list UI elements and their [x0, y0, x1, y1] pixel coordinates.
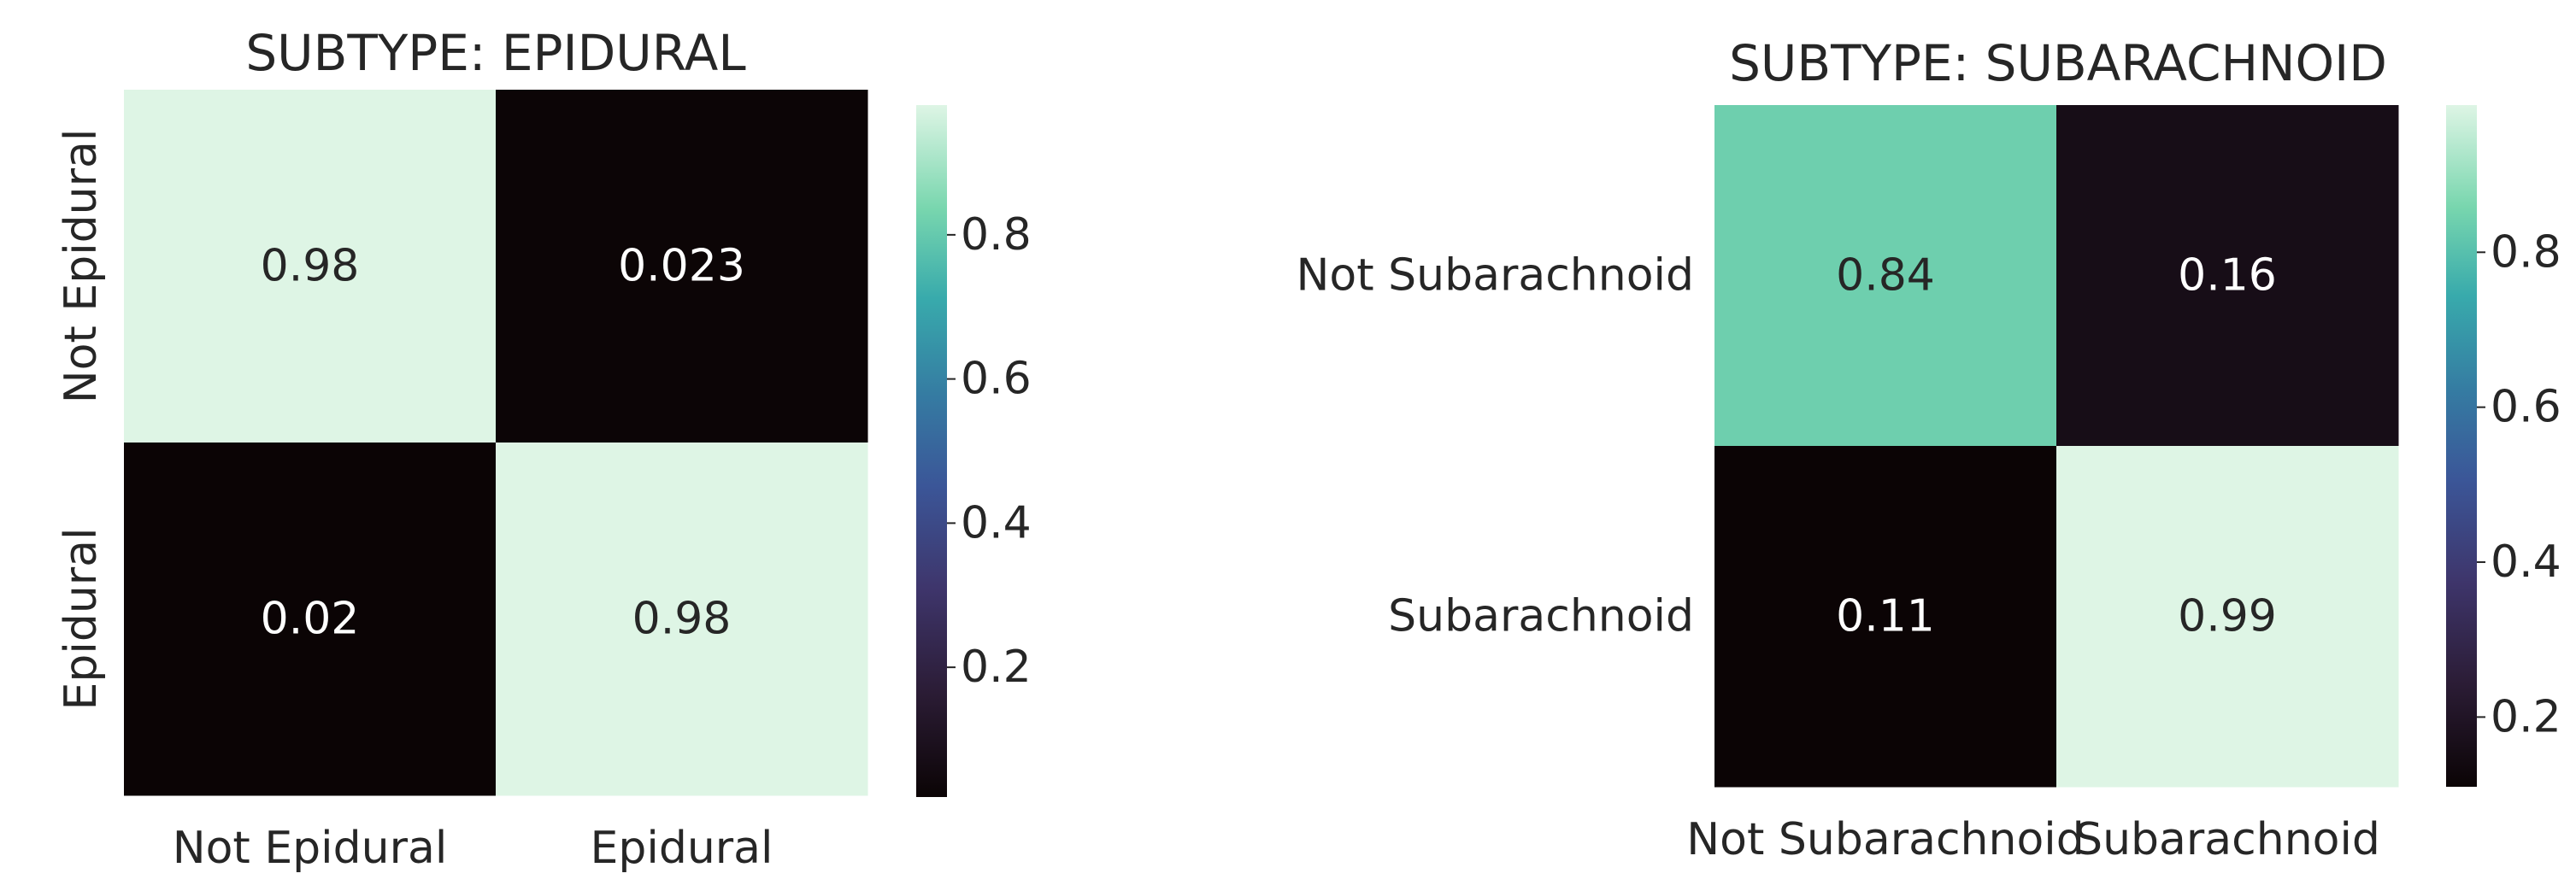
row-tick-label: Epidural	[56, 528, 107, 711]
heatmap-cell	[124, 443, 497, 796]
chart-title: SUBTYPE: EPIDURAL	[245, 24, 745, 82]
colorbar-tick-label: 0.4	[2491, 536, 2561, 588]
colorbar-tick-label: 0.6	[961, 354, 1032, 405]
colorbar-tick-label: 0.2	[961, 642, 1032, 693]
cell-value-label: 0.023	[618, 241, 745, 292]
colorbar-gradient	[916, 105, 947, 797]
heatmap-cell	[124, 90, 497, 443]
cell-value-label: 0.16	[2178, 250, 2277, 302]
colorbar-tick-label: 0.2	[2491, 691, 2561, 742]
heatmap-cell	[2056, 105, 2399, 447]
colorbar: 0.2 0.4 0.6 0.8	[916, 105, 1032, 797]
cell-value-label: 0.02	[261, 594, 360, 645]
row-tick-label: Not Subarachnoid	[1297, 250, 1695, 302]
row-tick-labels: Not Epidural Epidural	[56, 129, 107, 711]
heatmap-cell	[1714, 446, 2057, 788]
heatmap-cell	[496, 443, 868, 796]
colorbar-tick-label: 0.4	[961, 497, 1032, 548]
heatmap-subarachnoid: SUBTYPE: SUBARACHNOID 0.84 0.16 0.11 0.99 N…	[1297, 34, 2561, 865]
chart-title: SUBTYPE: SUBARACHNOID	[1729, 34, 2387, 92]
heatmap-cells: 0.98 0.023 0.02 0.98	[124, 90, 868, 796]
cell-value-label: 0.98	[261, 241, 360, 292]
column-tick-label: Subarachnoid	[2074, 814, 2380, 865]
heatmap-cells: 0.84 0.16 0.11 0.99	[1714, 105, 2399, 788]
row-tick-label: Subarachnoid	[1388, 591, 1694, 642]
colorbar: 0.2 0.4 0.6 0.8	[2446, 105, 2561, 787]
column-tick-label: Not Subarachnoid	[1686, 814, 2085, 865]
heatmap-cell	[2056, 446, 2399, 788]
cell-value-label: 0.98	[632, 594, 732, 645]
column-tick-labels: Not Epidural Epidural	[173, 823, 773, 874]
heatmap-epidural: SUBTYPE: EPIDURAL 0.98 0.023 0.02 0.98 Not …	[56, 24, 1032, 874]
cell-value-label: 0.11	[1836, 591, 1935, 642]
column-tick-label: Not Epidural	[173, 823, 448, 874]
colorbar-tick-label: 0.6	[2491, 382, 2561, 433]
colorbar-ticks: 0.2 0.4 0.6 0.8	[947, 209, 1032, 693]
row-tick-labels: Not Subarachnoid Subarachnoid	[1297, 250, 1695, 642]
colorbar-ticks: 0.2 0.4 0.6 0.8	[2477, 226, 2561, 742]
heatmap-cell	[496, 90, 868, 443]
row-tick-label: Not Epidural	[56, 129, 107, 404]
cell-value-label: 0.84	[1836, 250, 1935, 302]
cell-value-label: 0.99	[2178, 591, 2277, 642]
colorbar-tick-label: 0.8	[961, 209, 1032, 261]
column-tick-label: Epidural	[591, 823, 773, 874]
colorbar-gradient	[2446, 105, 2477, 787]
heatmap-cell	[1714, 105, 2057, 447]
colorbar-tick-label: 0.8	[2491, 226, 2561, 278]
